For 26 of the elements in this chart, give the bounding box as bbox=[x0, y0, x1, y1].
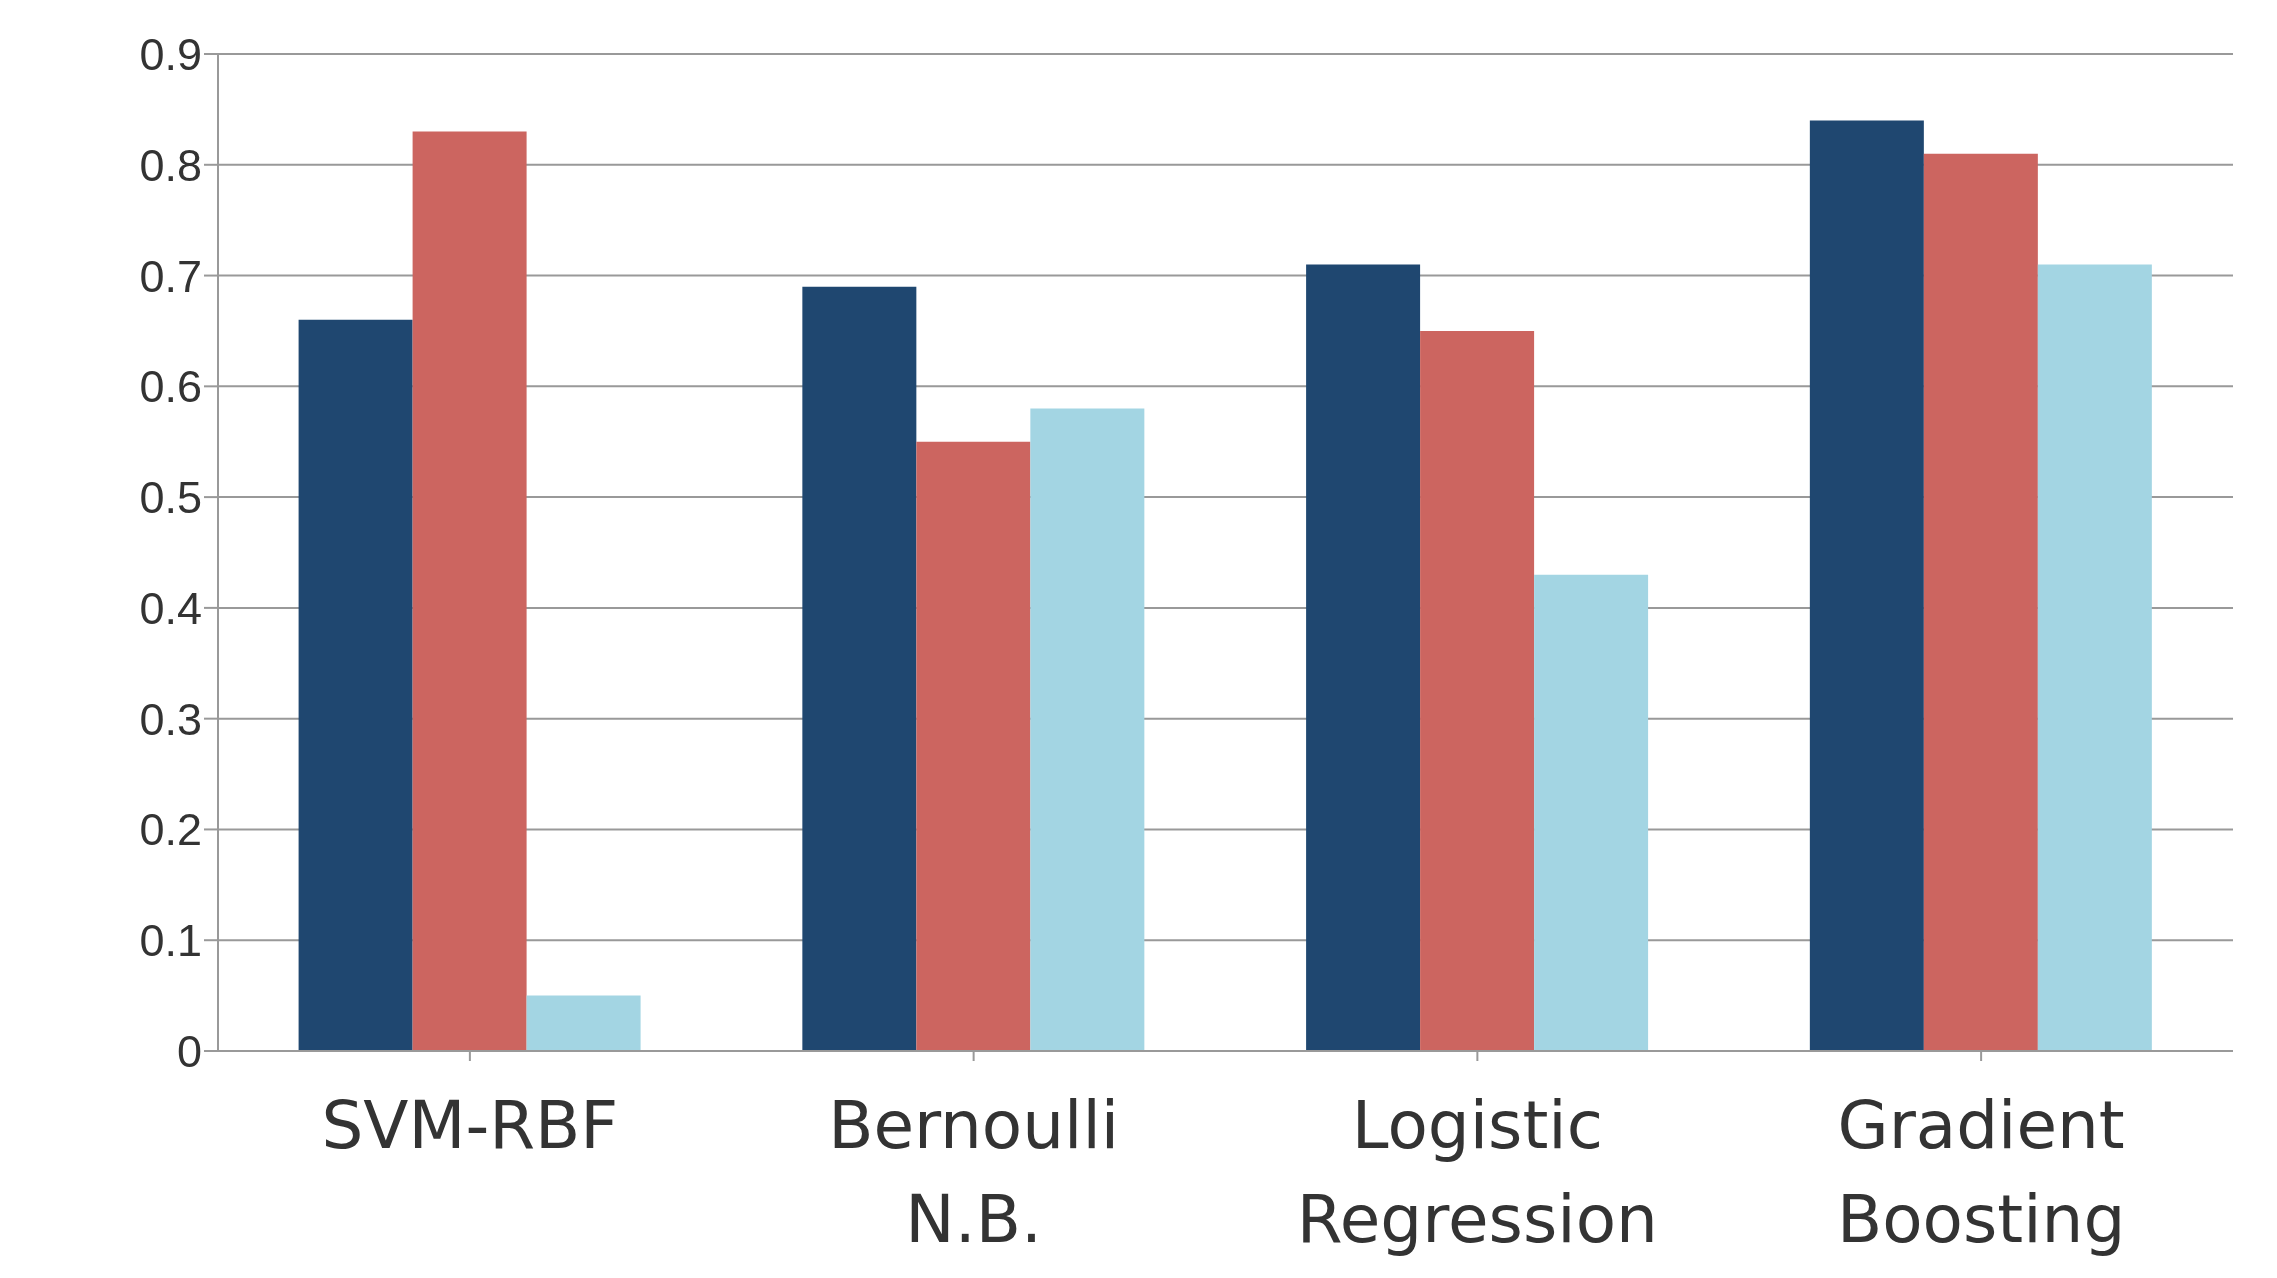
y-tick-label: 0 bbox=[176, 1025, 202, 1077]
bar bbox=[1030, 408, 1145, 1051]
bar bbox=[526, 995, 641, 1051]
bar bbox=[412, 131, 527, 1051]
x-tick-label: Logistic Regression bbox=[1296, 1087, 1658, 1258]
bar bbox=[2037, 264, 2152, 1051]
y-tick-label: 0.4 bbox=[139, 582, 202, 634]
x-tick-label: SVM-RBF bbox=[321, 1087, 619, 1164]
y-tick-label: 0.5 bbox=[139, 472, 202, 524]
y-tick-label: 0.7 bbox=[139, 250, 202, 302]
bar bbox=[1809, 120, 1924, 1051]
x-tick-label: Bernoulli N.B. bbox=[828, 1087, 1120, 1258]
bar bbox=[298, 319, 413, 1051]
bar bbox=[916, 441, 1031, 1051]
x-tick-label: Gradient Boosting bbox=[1836, 1087, 2126, 1258]
y-tick-label: 0.8 bbox=[139, 139, 202, 191]
y-tick-label: 0.2 bbox=[139, 804, 202, 856]
y-tick-label: 0.9 bbox=[139, 28, 202, 80]
bar bbox=[1534, 574, 1649, 1051]
bar bbox=[1923, 153, 2038, 1051]
y-tick-label: 0.6 bbox=[139, 361, 202, 413]
bar bbox=[1306, 264, 1421, 1051]
bar bbox=[1420, 330, 1535, 1051]
y-tick-label: 0.1 bbox=[139, 915, 202, 967]
bar bbox=[802, 286, 917, 1051]
y-tick-label: 0.3 bbox=[139, 693, 202, 745]
